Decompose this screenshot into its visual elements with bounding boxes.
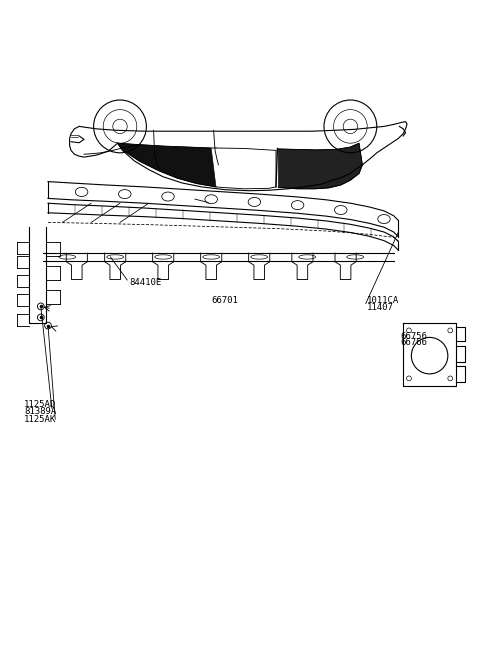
Text: 1125AD: 1125AD <box>24 400 56 409</box>
Text: 66701: 66701 <box>211 296 238 304</box>
Circle shape <box>37 314 44 321</box>
Text: 84410E: 84410E <box>130 278 162 287</box>
Text: 1125AK: 1125AK <box>24 415 56 424</box>
Text: 66756: 66756 <box>401 332 428 340</box>
Circle shape <box>45 322 51 329</box>
Text: 1011CA: 1011CA <box>367 296 399 304</box>
Circle shape <box>37 303 44 310</box>
Text: 11407: 11407 <box>367 303 394 312</box>
Polygon shape <box>118 143 216 187</box>
Text: 81389A: 81389A <box>24 407 56 415</box>
Text: 66766: 66766 <box>401 338 428 347</box>
Polygon shape <box>278 143 362 189</box>
